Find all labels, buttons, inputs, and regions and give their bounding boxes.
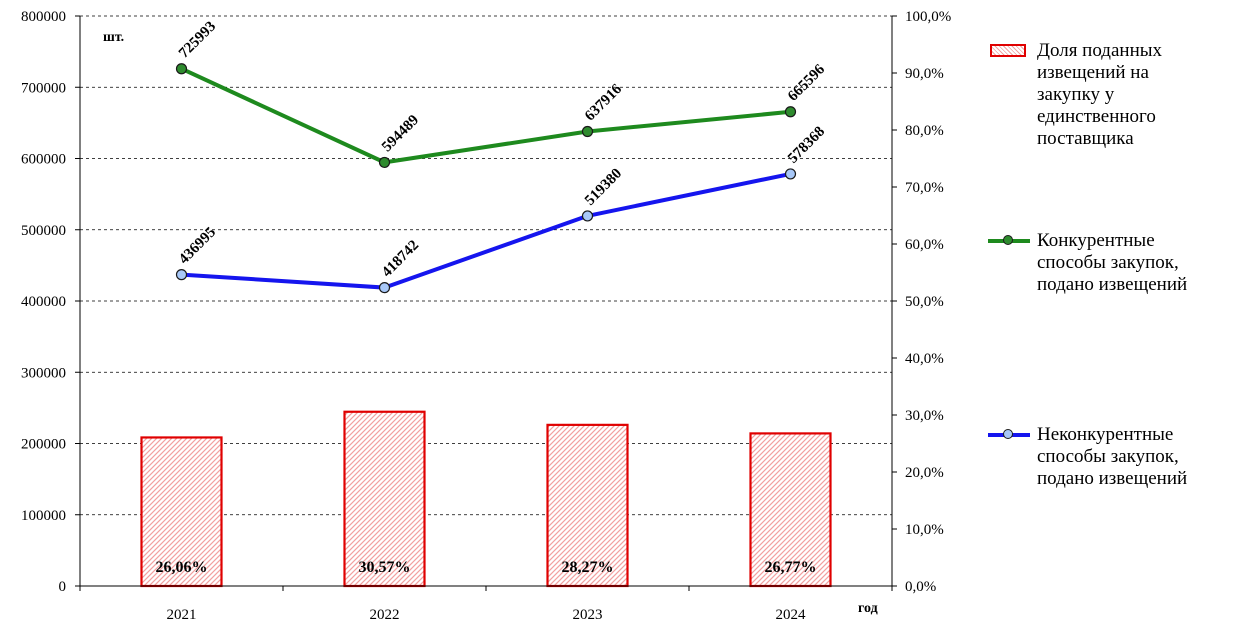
legend-label-line: извещений на (1037, 62, 1149, 83)
y-tick-label-left: 200000 (21, 437, 66, 453)
lines (175, 63, 797, 294)
bar (343, 410, 426, 588)
data-label: 436995 (176, 224, 219, 267)
y-tick-label-right: 40,0% (905, 351, 944, 367)
y-tick-label-left: 700000 (21, 80, 66, 96)
series-line (180, 66, 791, 165)
data-label: 665596 (785, 61, 828, 104)
legend-label-line: закупку у (1037, 84, 1115, 105)
y-tick-label-right: 80,0% (905, 123, 944, 139)
y-axis-title-left: шт. (103, 30, 124, 45)
y-tick-label-left: 800000 (21, 9, 66, 25)
y-tick-label-left: 0 (59, 579, 67, 595)
x-axis-title: год (858, 601, 878, 616)
legend-label-line: единственного (1037, 106, 1156, 127)
legend-swatch-line (988, 235, 1030, 245)
legend-swatch-line (988, 429, 1030, 439)
data-point (378, 156, 391, 169)
legend-label-line: Доля поданных (1037, 40, 1163, 61)
y-tick-label-right: 100,0% (905, 9, 951, 25)
data-label: 578368 (785, 124, 828, 167)
data-point (784, 106, 797, 118)
legend-label: Конкурентные способы закупок, подано извещ… (1037, 230, 1187, 296)
bar (749, 432, 832, 588)
bar (140, 436, 223, 588)
legend-label: Доля поданных извещений на закупку у единст… (1037, 40, 1162, 150)
legend-label: Неконкурентные способы закупок, подано изв… (1037, 424, 1187, 490)
legend-label-line: Неконкурентные (1037, 424, 1174, 445)
bar-value-label: 28,27% (562, 559, 614, 576)
legend-marker (1003, 429, 1013, 439)
y-tick-label-right: 0,0% (905, 579, 936, 595)
data-point (175, 269, 188, 281)
bar-value-label: 30,57% (359, 559, 411, 576)
data-label: 519380 (582, 166, 625, 209)
bar-value-label: 26,06% (156, 559, 208, 576)
y-tick-label-left: 400000 (21, 294, 66, 310)
legend-label-line: подано извещений (1037, 274, 1188, 295)
y-tick-label-right: 20,0% (905, 465, 944, 481)
y-tick-label-left: 600000 (21, 152, 66, 168)
legend-label-line: подано извещений (1037, 468, 1188, 489)
x-tick-label: 2023 (573, 607, 603, 623)
series-line (181, 171, 791, 290)
data-point (581, 125, 594, 138)
y-tick-label-right: 90,0% (905, 66, 944, 82)
data-point (581, 210, 594, 222)
x-tick-label: 2021 (167, 607, 197, 623)
y-tick-label-right: 50,0% (905, 294, 944, 310)
bar-value-label: 26,77% (765, 559, 817, 576)
y-tick-label-right: 60,0% (905, 237, 944, 253)
data-label: 725993 (176, 18, 219, 61)
legend-label-line: поставщика (1037, 128, 1134, 149)
legend-label-line: способы закупок, (1037, 252, 1179, 273)
data-label: 418742 (379, 237, 422, 280)
legend-marker (1003, 235, 1013, 245)
y-tick-label-left: 100000 (21, 508, 66, 524)
y-tick-label-right: 70,0% (905, 180, 944, 196)
legend-label-line: Конкурентные (1037, 230, 1155, 251)
y-tick-label-right: 10,0% (905, 522, 944, 538)
y-tick-label-left: 300000 (21, 365, 66, 381)
data-point (378, 282, 391, 294)
x-tick-label: 2024 (776, 607, 807, 623)
data-point (784, 168, 797, 180)
data-point (175, 63, 188, 75)
y-tick-label-right: 30,0% (905, 408, 944, 424)
bar (546, 423, 629, 588)
legend-swatch-bar (990, 44, 1026, 57)
bars (140, 410, 832, 588)
axes (75, 15, 897, 591)
y-tick-label-left: 500000 (21, 223, 66, 239)
data-label: 594489 (379, 112, 422, 155)
legend-label-line: способы закупок, (1037, 446, 1179, 467)
x-tick-label: 2022 (370, 607, 400, 623)
